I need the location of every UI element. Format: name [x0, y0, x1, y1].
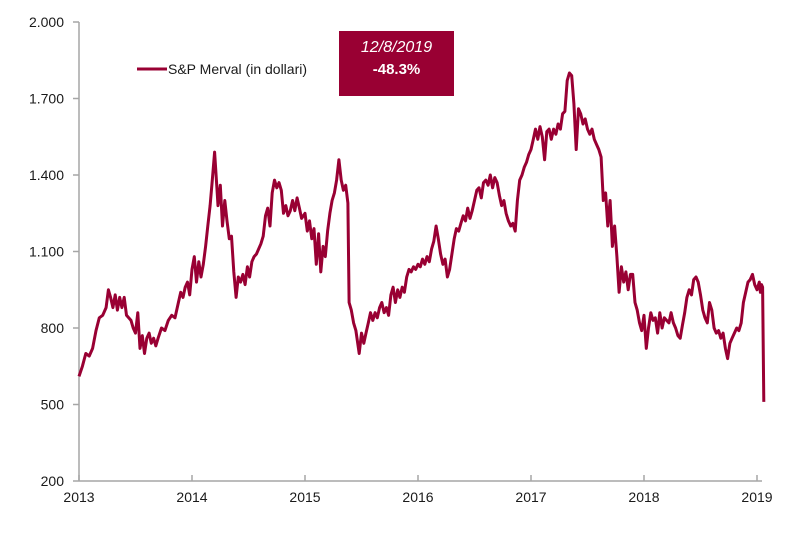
- y-tick-label: 2.000: [29, 14, 64, 30]
- y-ticks: 200 500 800 1.100 1.400 1.700 2.000: [29, 14, 79, 489]
- series-line-merval: [77, 71, 766, 402]
- annotation-value: -48.3%: [372, 61, 421, 78]
- series-layer: [77, 71, 766, 402]
- legend: S&P Merval (in dollari): [137, 61, 307, 77]
- x-tick-label: 2018: [628, 489, 659, 505]
- annotation-box: 12/8/2019 -48.3%: [339, 31, 454, 96]
- x-tick-label: 2017: [515, 489, 546, 505]
- annotation-date: 12/8/2019: [360, 39, 433, 56]
- x-ticks: 2013 2014 2015 2016 2017 2018 2019: [63, 475, 773, 505]
- legend-label: S&P Merval (in dollari): [168, 61, 307, 77]
- x-tick-label: 2019: [741, 489, 772, 505]
- y-tick-label: 1.100: [29, 244, 64, 260]
- y-tick-label: 1.400: [29, 167, 64, 183]
- x-tick-label: 2016: [402, 489, 433, 505]
- y-tick-label: 1.700: [29, 91, 64, 107]
- x-tick-label: 2015: [289, 489, 320, 505]
- y-tick-label: 200: [41, 473, 65, 489]
- y-tick-label: 800: [41, 320, 65, 336]
- x-tick-label: 2013: [63, 489, 94, 505]
- x-tick-label: 2014: [176, 489, 207, 505]
- y-tick-label: 500: [41, 397, 65, 413]
